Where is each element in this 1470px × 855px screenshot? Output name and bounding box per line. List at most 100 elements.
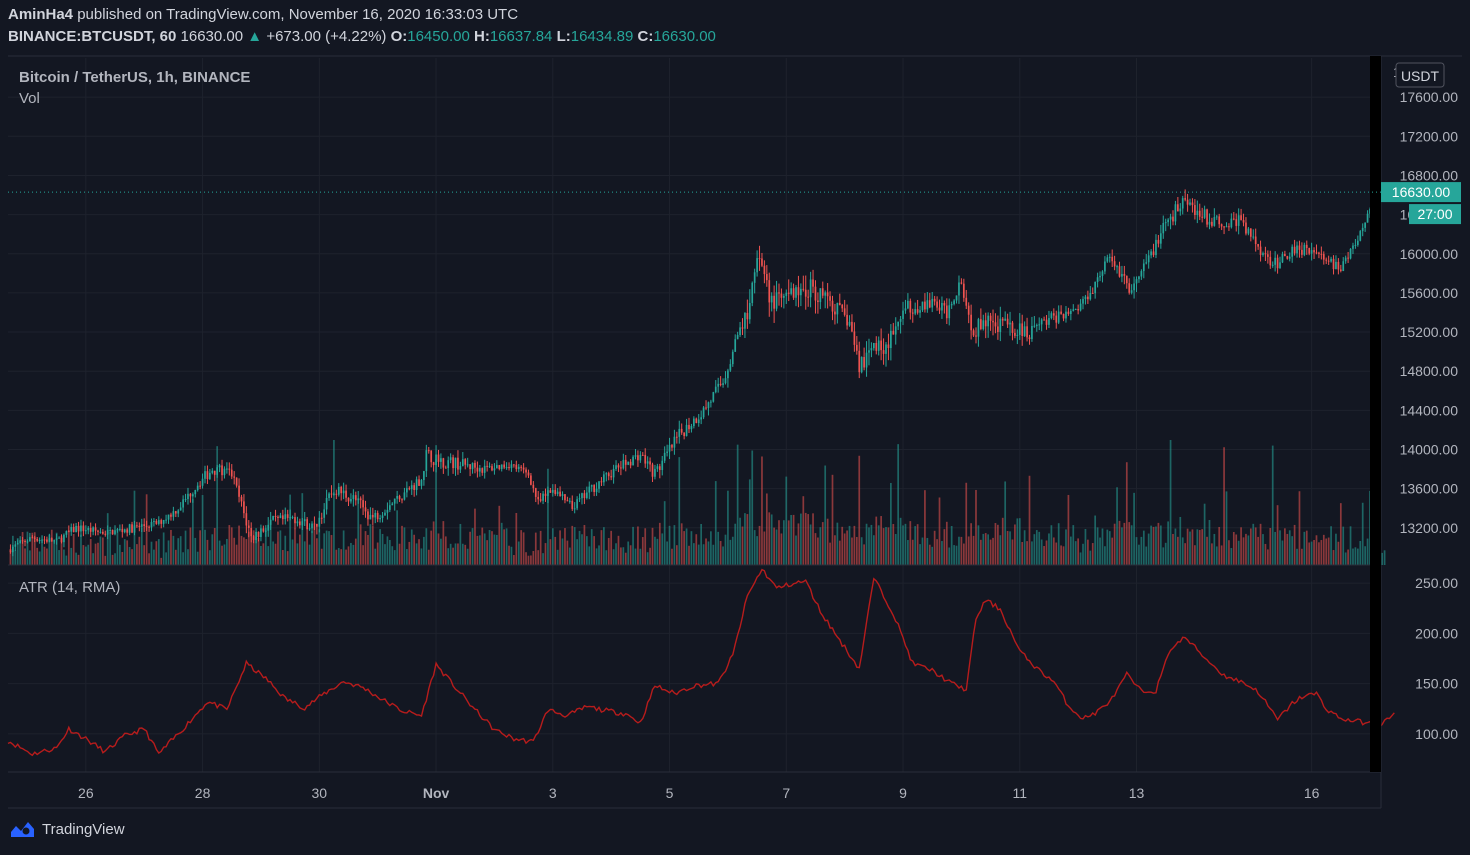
volume-bar [821, 522, 824, 565]
candle-body [1038, 324, 1041, 326]
candle-body [1116, 266, 1118, 268]
volume-bar [855, 536, 858, 565]
candle-body [899, 318, 902, 322]
candle-body [668, 444, 671, 452]
volume-bar [1211, 543, 1213, 565]
candle-body [705, 407, 707, 409]
volume-bar [420, 548, 423, 565]
candle-body [894, 326, 897, 335]
candle-body [1138, 276, 1140, 280]
volume-bar [235, 544, 238, 565]
candle-body [43, 539, 46, 541]
volume-bar [663, 501, 666, 565]
volume-bar [447, 548, 450, 565]
volume-bar [758, 525, 761, 565]
volume-bar [354, 538, 357, 565]
volume-legend-label[interactable]: Vol [19, 90, 40, 107]
volume-bar [1276, 505, 1279, 565]
volume-bar [196, 551, 199, 565]
candle-body [454, 457, 457, 469]
volume-bar [1125, 462, 1128, 565]
volume-bar [391, 546, 394, 565]
volume-bar [272, 541, 274, 565]
volume-bar [209, 550, 211, 565]
candle-body [581, 493, 583, 499]
volume-bar [936, 539, 938, 565]
currency-badge[interactable] [1395, 62, 1445, 88]
volume-bar [972, 535, 975, 565]
candle-body [607, 473, 610, 477]
volume-bar [376, 542, 379, 565]
candle-body [260, 528, 262, 537]
candle-body [364, 507, 367, 512]
candle-body [960, 282, 963, 284]
volume-bar [753, 530, 756, 565]
volume-bar [1009, 531, 1011, 565]
volume-bar [1208, 519, 1211, 565]
candle-body [588, 486, 591, 493]
candle-body [1048, 318, 1050, 325]
right-scale-strip [1370, 56, 1381, 772]
volume-bar [924, 490, 926, 565]
candle-body [1305, 244, 1308, 249]
candle-body [620, 467, 622, 469]
y-tick-label: 17600.00 [1400, 89, 1459, 105]
candle-body [369, 514, 372, 520]
candle-body [1313, 250, 1315, 253]
volume-bar [498, 505, 501, 565]
candle-body [904, 308, 907, 311]
candle-body [114, 530, 116, 535]
volume-bar [65, 555, 68, 565]
candle-body [104, 533, 107, 535]
tradingview-logo[interactable]: TradingView [8, 820, 125, 838]
candle-body [1327, 260, 1330, 262]
x-tick-label: 30 [312, 785, 328, 801]
volume-bar [247, 531, 250, 565]
volume-bar [928, 544, 931, 565]
candle-body [425, 450, 428, 472]
volume-bar [440, 538, 442, 565]
volume-bar [471, 528, 474, 565]
volume-bar [311, 530, 313, 565]
volume-bar [99, 536, 102, 565]
volume-bar [675, 545, 678, 565]
volume-bar [1177, 536, 1179, 565]
candle-body [1079, 303, 1082, 311]
candle-body [585, 492, 588, 499]
author-name[interactable]: AminHa4 [8, 6, 74, 23]
published-text: published on TradingView.com, November 1… [77, 6, 519, 23]
candle-body [1174, 204, 1177, 222]
candle-body [491, 466, 493, 471]
volume-bar [269, 522, 272, 565]
volume-bar [556, 549, 559, 565]
candle-body [1125, 275, 1128, 284]
volume-bar [542, 553, 544, 565]
candle-body [264, 530, 267, 532]
candle-body [233, 476, 236, 478]
volume-bar [418, 539, 420, 565]
volume-bar [885, 527, 887, 565]
volume-bar [58, 550, 60, 565]
volume-bar [1315, 535, 1318, 565]
atr-legend-label[interactable]: ATR (14, RMA) [19, 579, 120, 596]
candle-body [396, 495, 398, 499]
series-legend-title[interactable]: Bitcoin / TetherUS, 1h, BINANCE [19, 69, 250, 86]
candle-body [1271, 264, 1274, 266]
volume-bar [94, 543, 97, 565]
volume-bar [432, 521, 435, 565]
candle-body [637, 455, 639, 461]
candle-body [675, 436, 678, 438]
volume-bar [634, 548, 637, 565]
candle-body [391, 503, 394, 506]
volume-bar [1286, 533, 1289, 565]
volume-bar [191, 499, 194, 565]
volume-bar [970, 523, 972, 565]
volume-bar [1242, 537, 1245, 565]
volume-bar [1305, 530, 1308, 565]
candle-body [150, 521, 153, 528]
candle-body [970, 314, 972, 331]
candle-body [435, 454, 437, 466]
candle-body [1296, 245, 1298, 254]
volume-bar [1079, 552, 1082, 565]
